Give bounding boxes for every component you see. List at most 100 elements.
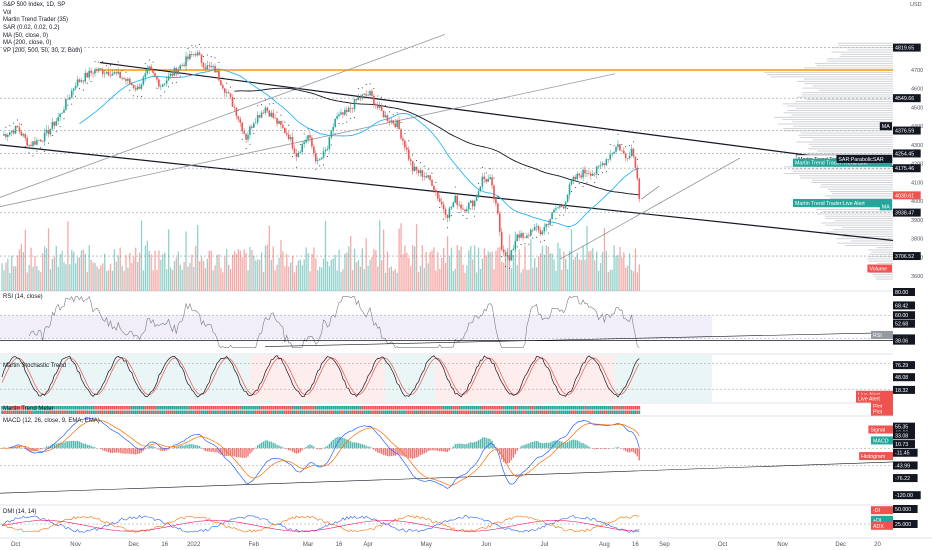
candle-body xyxy=(251,126,253,128)
trend-meter-cell xyxy=(495,406,497,410)
volume-bar xyxy=(133,256,135,291)
candle-body xyxy=(220,80,222,86)
candle-body xyxy=(626,158,629,159)
trend-meter-cell xyxy=(287,406,290,410)
candle-body xyxy=(243,131,245,134)
volume-profile-bar xyxy=(871,251,893,253)
volume-profile-bar xyxy=(819,186,893,188)
x-tick-label: 20 xyxy=(874,542,881,548)
volume-bar xyxy=(508,234,511,291)
macd-histogram-bar xyxy=(74,441,77,449)
candle-body xyxy=(280,120,282,125)
trend-meter-cell xyxy=(636,406,639,410)
sar-dot xyxy=(559,214,561,216)
macd-histogram-bar xyxy=(311,445,313,449)
macd-histogram-bar xyxy=(53,444,55,449)
macd-histogram-bar xyxy=(43,447,46,449)
trend-meter-cell xyxy=(475,406,478,410)
macd-histogram-bar xyxy=(34,448,36,452)
candle-body xyxy=(582,169,584,178)
upper-channel-line xyxy=(0,34,446,198)
sar-dot xyxy=(594,181,596,183)
trend-meter-cell xyxy=(98,406,100,410)
volume-profile-bar xyxy=(774,116,893,118)
macd-histogram-bar xyxy=(289,448,292,451)
macd-histogram-bar xyxy=(448,448,451,451)
trend-meter-cell xyxy=(611,406,614,410)
sar-dot xyxy=(342,123,344,125)
legend-item-vp[interactable]: VP (200, 500, 50, 30, 2, Both) xyxy=(3,48,83,55)
trend-meter-cell xyxy=(539,410,542,414)
volume-bar xyxy=(344,253,346,291)
candle-body xyxy=(444,209,447,215)
trend-meter-cell xyxy=(39,406,42,410)
trend-meter-cell xyxy=(235,406,238,410)
volume-bar xyxy=(167,229,170,291)
candle-body xyxy=(183,64,185,66)
candle-body xyxy=(214,66,216,73)
macd-histogram-bar xyxy=(225,448,228,457)
trend-meter-cell xyxy=(268,410,271,414)
legend-item-vol[interactable]: Vol xyxy=(3,9,12,16)
trend-meter-cell xyxy=(638,406,641,410)
trend-meter-cell xyxy=(20,410,23,414)
dmi-panel-label[interactable]: DMI (14, 14) xyxy=(3,509,37,515)
macd-histogram-bar xyxy=(462,443,464,449)
macd-histogram-bar xyxy=(582,443,584,449)
trend-meter-cell xyxy=(483,410,486,414)
volume-bar xyxy=(597,270,600,291)
sar-dot xyxy=(338,123,340,125)
trend-meter-cell xyxy=(101,410,104,414)
candle-body xyxy=(101,69,104,75)
candle-body xyxy=(256,115,259,123)
trend-meter-cell xyxy=(613,406,615,410)
sar-dot xyxy=(481,166,483,168)
x-tick-label: Oct xyxy=(718,542,728,548)
volume-bar xyxy=(537,256,540,291)
sar-dot xyxy=(555,218,557,220)
trend-meter-cell xyxy=(152,410,154,414)
candle-body xyxy=(125,78,127,81)
macd-histogram-bar xyxy=(167,448,170,450)
trend-meter-cell xyxy=(394,410,397,414)
volume-profile-bar xyxy=(816,65,893,67)
trend-meter-cell xyxy=(421,410,424,414)
volume-bar xyxy=(450,247,453,291)
trend-meter-cell xyxy=(169,406,172,410)
trend-meter-cell xyxy=(533,406,536,410)
macd-histogram-bar xyxy=(45,446,48,449)
candle-body xyxy=(440,201,443,205)
sar-dot xyxy=(590,184,592,186)
sar-dot xyxy=(489,168,491,170)
rsi-panel-label[interactable]: RSI (14, close) xyxy=(3,294,43,300)
macd-histogram-bar xyxy=(239,448,241,458)
trend-meter-cell xyxy=(68,410,71,414)
sar-dot xyxy=(350,118,352,120)
trend-meter-cell xyxy=(365,410,368,414)
legend-item-trend-trader[interactable]: Martin Trend Trader (35) xyxy=(3,17,69,24)
ma50-line xyxy=(79,68,640,227)
sar-dot xyxy=(551,224,553,226)
macd-histogram-bar xyxy=(67,441,69,449)
candle-body xyxy=(70,90,73,98)
stoch-panel-label[interactable]: Martin Stochastic Trend xyxy=(3,363,67,369)
macd-panel-label[interactable]: MACD (12, 26, close, 9, EMA, EMA) xyxy=(3,418,100,424)
macd-histogram-bar xyxy=(342,437,344,449)
macd-histogram-bar xyxy=(40,448,42,450)
legend-item-sar[interactable]: SAR (0.02, 0.02, 0.2) xyxy=(3,25,60,32)
volume-bar xyxy=(499,246,501,291)
candle-body xyxy=(30,144,32,147)
indicator-tag-bg xyxy=(893,319,915,328)
candle-body xyxy=(309,135,311,138)
sar-dot xyxy=(625,146,627,148)
macd-histogram-bar xyxy=(406,448,408,458)
trend-meter-cell xyxy=(590,406,592,410)
trend-meter-panel-label[interactable]: Martin Trend Meter xyxy=(3,406,54,412)
legend-item-ma200[interactable]: MA (200, close, 0) xyxy=(3,40,52,47)
legend-item-ma50[interactable]: MA (50, close, 0) xyxy=(3,32,49,39)
trend-meter-cell xyxy=(10,406,13,410)
macd-histogram-bar xyxy=(185,444,187,449)
trend-meter-cell xyxy=(84,410,87,414)
volume-bar xyxy=(601,252,604,291)
